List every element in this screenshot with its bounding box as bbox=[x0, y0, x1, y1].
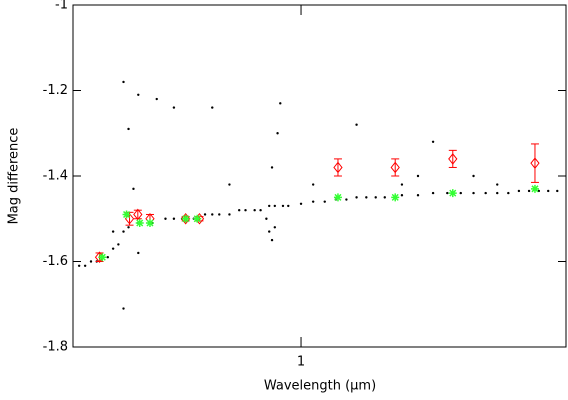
data-point bbox=[431, 191, 435, 195]
data-point bbox=[155, 97, 158, 101]
data-point bbox=[355, 196, 358, 199]
data-point bbox=[273, 226, 277, 229]
data-point bbox=[299, 202, 303, 205]
data-point bbox=[527, 189, 531, 193]
data-point bbox=[333, 161, 343, 174]
data-point bbox=[448, 189, 457, 198]
data-point bbox=[218, 213, 221, 216]
data-point bbox=[507, 191, 510, 195]
data-point bbox=[400, 183, 404, 186]
data-point bbox=[83, 264, 87, 267]
data-point bbox=[391, 193, 400, 202]
data-point bbox=[244, 209, 247, 212]
data-point bbox=[345, 198, 348, 201]
error-bar bbox=[530, 143, 539, 183]
y-tick-label: -1 bbox=[55, 0, 68, 13]
data-point bbox=[122, 230, 125, 233]
data-point bbox=[127, 226, 130, 229]
data-point bbox=[106, 256, 109, 259]
data-point bbox=[253, 209, 256, 212]
data-point bbox=[270, 166, 274, 169]
data-point bbox=[89, 260, 93, 263]
data-point bbox=[472, 174, 475, 178]
data-point bbox=[98, 253, 107, 262]
data-point bbox=[133, 208, 143, 221]
data-point bbox=[77, 264, 81, 267]
data-point bbox=[135, 219, 144, 228]
y-axis-label: Mag difference bbox=[7, 128, 22, 225]
data-point bbox=[117, 243, 120, 246]
data-point bbox=[279, 102, 282, 105]
data-point bbox=[268, 230, 271, 233]
data-point bbox=[333, 193, 342, 202]
data-point bbox=[145, 219, 154, 228]
data-point bbox=[323, 200, 326, 203]
data-point bbox=[530, 184, 539, 193]
data-point bbox=[228, 213, 231, 216]
data-point bbox=[172, 106, 176, 109]
error-bar bbox=[448, 149, 457, 168]
data-point bbox=[365, 196, 368, 199]
data-point bbox=[276, 132, 279, 135]
data-point bbox=[311, 183, 315, 186]
data-point bbox=[355, 123, 358, 126]
data-point bbox=[547, 189, 550, 193]
data-point bbox=[517, 189, 521, 193]
data-point bbox=[122, 80, 125, 84]
error-bar bbox=[333, 158, 342, 177]
data-point bbox=[383, 196, 386, 199]
data-point bbox=[265, 217, 268, 220]
data-point bbox=[496, 183, 499, 186]
data-point bbox=[122, 210, 131, 219]
data-point bbox=[390, 161, 400, 174]
data-point bbox=[556, 189, 559, 193]
data-point bbox=[472, 191, 475, 195]
data-point bbox=[431, 140, 435, 143]
data-point bbox=[237, 209, 241, 212]
data-point bbox=[259, 209, 262, 212]
data-point bbox=[530, 157, 540, 169]
data-point bbox=[311, 200, 315, 203]
data-point bbox=[211, 106, 214, 109]
data-point bbox=[400, 194, 404, 197]
data-point bbox=[181, 214, 190, 223]
x-axis-label: Wavelength (μm) bbox=[264, 379, 376, 394]
data-point bbox=[132, 187, 135, 191]
data-point bbox=[172, 217, 176, 220]
data-point bbox=[281, 204, 285, 208]
data-point bbox=[270, 238, 274, 242]
data-point bbox=[137, 251, 140, 255]
data-point bbox=[446, 191, 449, 195]
data-point bbox=[164, 217, 167, 220]
data-point bbox=[111, 230, 115, 233]
data-point bbox=[111, 247, 115, 250]
data-point bbox=[374, 196, 377, 199]
data-point bbox=[193, 214, 202, 223]
data-point bbox=[416, 194, 420, 197]
data-point bbox=[448, 153, 458, 165]
data-point bbox=[211, 213, 214, 216]
error-bar bbox=[391, 158, 400, 177]
data-point bbox=[459, 191, 462, 195]
data-point bbox=[484, 191, 487, 195]
data-point bbox=[203, 213, 207, 216]
plot-frame bbox=[72, 4, 567, 348]
y-tick-label: -1.6 bbox=[43, 254, 68, 269]
y-tick-label: -1.4 bbox=[43, 169, 68, 184]
data-point bbox=[287, 204, 290, 208]
data-point bbox=[137, 93, 140, 96]
data-point bbox=[416, 174, 420, 178]
data-point bbox=[228, 183, 231, 186]
y-tick-label: -1.8 bbox=[43, 340, 68, 355]
data-point bbox=[127, 127, 130, 131]
data-point bbox=[122, 307, 125, 310]
data-point bbox=[496, 191, 499, 195]
error-bar bbox=[133, 209, 142, 220]
x-tick-label: 1 bbox=[297, 355, 305, 370]
data-point bbox=[273, 204, 277, 208]
data-point bbox=[268, 204, 271, 208]
y-tick-label: -1.2 bbox=[43, 83, 68, 98]
